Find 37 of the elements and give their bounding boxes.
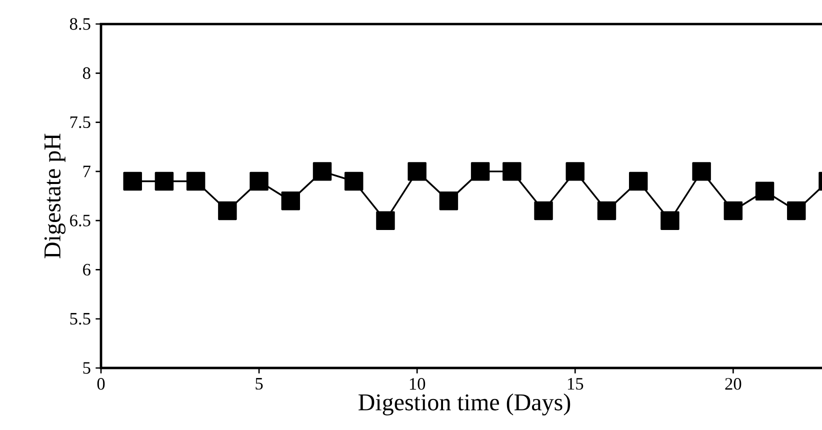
point [502,162,522,181]
y-tick-label: 8 [82,67,90,79]
point [186,172,206,191]
point [123,172,142,191]
point [660,211,680,230]
point [755,182,774,200]
point [250,172,268,191]
point [312,162,332,181]
point [281,192,300,210]
y-tick-label: 8.5 [70,18,90,30]
point [628,172,648,191]
point [376,211,395,230]
y-tick-label: 7.5 [70,116,90,128]
x-tick-label: 5 [256,378,263,390]
point [534,201,553,220]
y-tick-label: 6 [83,264,90,276]
point [344,172,364,191]
point [218,201,237,220]
point [787,201,806,220]
x-tick-label: 20 [725,378,742,390]
x-tick-label: 0 [97,378,105,390]
point [154,172,174,191]
point [439,192,458,210]
y-tick-label: 5 [83,362,90,374]
x-tick-label: 15 [568,378,584,390]
y-tick-label: 5.5 [70,313,90,325]
y-tick-label: 7 [83,166,90,178]
point [408,162,426,181]
point [597,201,616,220]
x-axis-title: Digestion time (Days) [358,394,570,416]
point [566,162,585,181]
y-tick-label: 6.5 [70,214,90,226]
point [724,201,743,220]
point [470,162,490,181]
x-tick-label: 10 [410,378,426,390]
point [692,162,711,181]
y-axis-title: Digestate pH [44,134,66,258]
